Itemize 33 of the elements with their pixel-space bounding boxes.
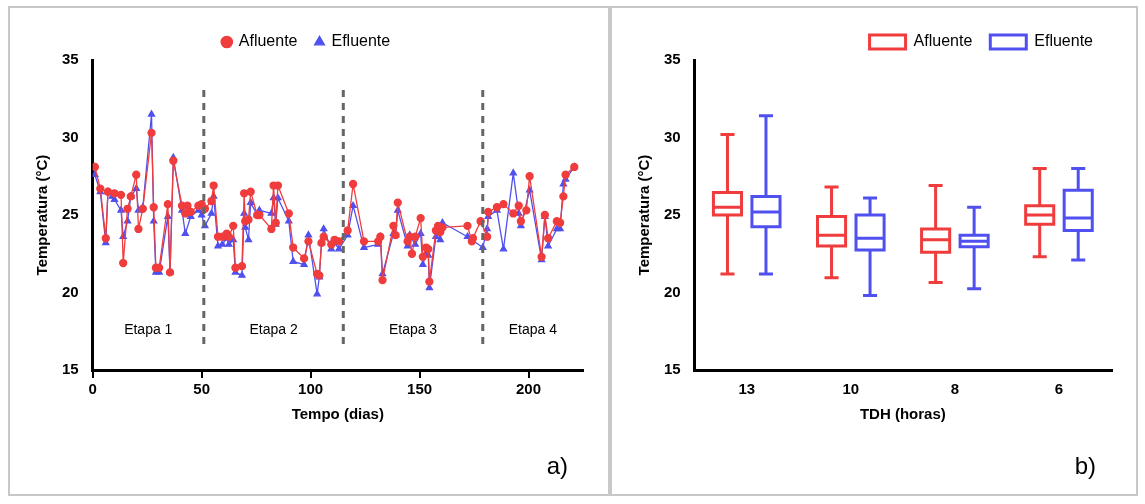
x-tick-label: 200: [516, 380, 542, 398]
text: b): [1074, 452, 1096, 480]
y-tick-label: 35: [664, 50, 681, 68]
x-tick-label: 100: [298, 380, 324, 398]
y-tick-label: 20: [664, 282, 681, 300]
y-tick-label: 15: [664, 360, 681, 378]
legend-label: Efluente: [1034, 32, 1094, 50]
x-tick-label: 0: [88, 380, 97, 398]
y-tick-label: 25: [664, 205, 681, 223]
x-tick-label: 13: [738, 380, 756, 398]
x-tick-label: 50: [193, 380, 210, 398]
y-axis-title: Temperatura (°C): [33, 154, 51, 276]
y-tick-label: 20: [62, 282, 79, 300]
y-axis-title: Temperatura (°C): [635, 154, 653, 276]
annotation: Etapa 1: [124, 320, 173, 337]
y-tick-label: 25: [62, 205, 79, 223]
y-tick-label: 30: [664, 127, 681, 145]
annotation: Etapa 4: [508, 320, 558, 337]
x-axis-title: TDH (horas): [859, 405, 946, 423]
y-tick-label: 15: [62, 360, 79, 378]
text: a): [546, 452, 568, 480]
y-tick-label: 35: [62, 50, 79, 68]
x-tick-label: 10: [842, 380, 860, 398]
x-tick-label: 8: [950, 380, 960, 398]
x-tick-label: 150: [407, 380, 433, 398]
legend-label: Efluente: [331, 32, 391, 50]
y-tick-label: 30: [62, 127, 79, 145]
x-axis-title: Tempo (dias): [291, 405, 384, 423]
x-tick-label: 6: [1054, 380, 1064, 398]
legend-label: Afluente: [238, 32, 298, 50]
annotation: Etapa 2: [249, 320, 298, 337]
annotation: Etapa 3: [388, 320, 438, 337]
legend-label: Afluente: [913, 32, 973, 50]
